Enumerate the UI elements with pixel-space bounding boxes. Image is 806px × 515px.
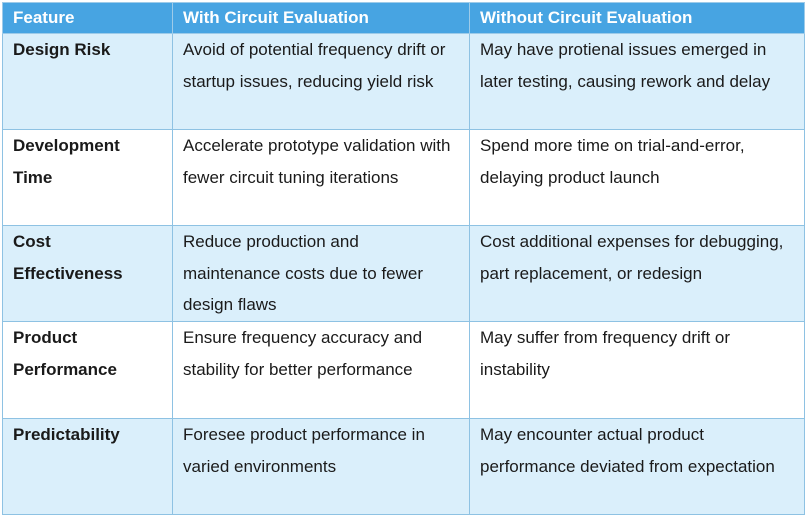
feature-cell: Predictability — [2, 418, 173, 515]
with-evaluation-cell: Avoid of potential frequency drift or st… — [172, 33, 470, 130]
with-evaluation-cell: Accelerate prototype validation with few… — [172, 129, 470, 226]
without-evaluation-cell: May have protienal issues emerged in lat… — [469, 33, 805, 130]
table-header-row: Feature With Circuit Evaluation Without … — [2, 2, 805, 34]
with-evaluation-cell: Reduce production and maintenance costs … — [172, 225, 470, 322]
without-evaluation-cell: May suffer from frequency drift or insta… — [469, 321, 805, 419]
table-row: Predictability Foresee product performan… — [2, 418, 805, 515]
feature-cell: Development Time — [2, 129, 173, 226]
feature-cell: Design Risk — [2, 33, 173, 130]
without-evaluation-cell: May encounter actual product performance… — [469, 418, 805, 515]
without-evaluation-cell: Spend more time on trial-and-error, dela… — [469, 129, 805, 226]
with-evaluation-cell: Foresee product performance in varied en… — [172, 418, 470, 515]
table-row: Product Performance Ensure frequency acc… — [2, 321, 805, 419]
header-without-evaluation: Without Circuit Evaluation — [469, 2, 805, 34]
header-feature: Feature — [2, 2, 173, 34]
header-with-evaluation: With Circuit Evaluation — [172, 2, 470, 34]
with-evaluation-cell: Ensure frequency accuracy and stability … — [172, 321, 470, 419]
feature-cell: Cost Effectiveness — [2, 225, 173, 322]
table-row: Design Risk Avoid of potential frequency… — [2, 33, 805, 130]
table-row: Cost Effectiveness Reduce production and… — [2, 225, 805, 322]
feature-cell: Product Performance — [2, 321, 173, 419]
without-evaluation-cell: Cost additional expenses for debugging, … — [469, 225, 805, 322]
table-row: Development Time Accelerate prototype va… — [2, 129, 805, 226]
